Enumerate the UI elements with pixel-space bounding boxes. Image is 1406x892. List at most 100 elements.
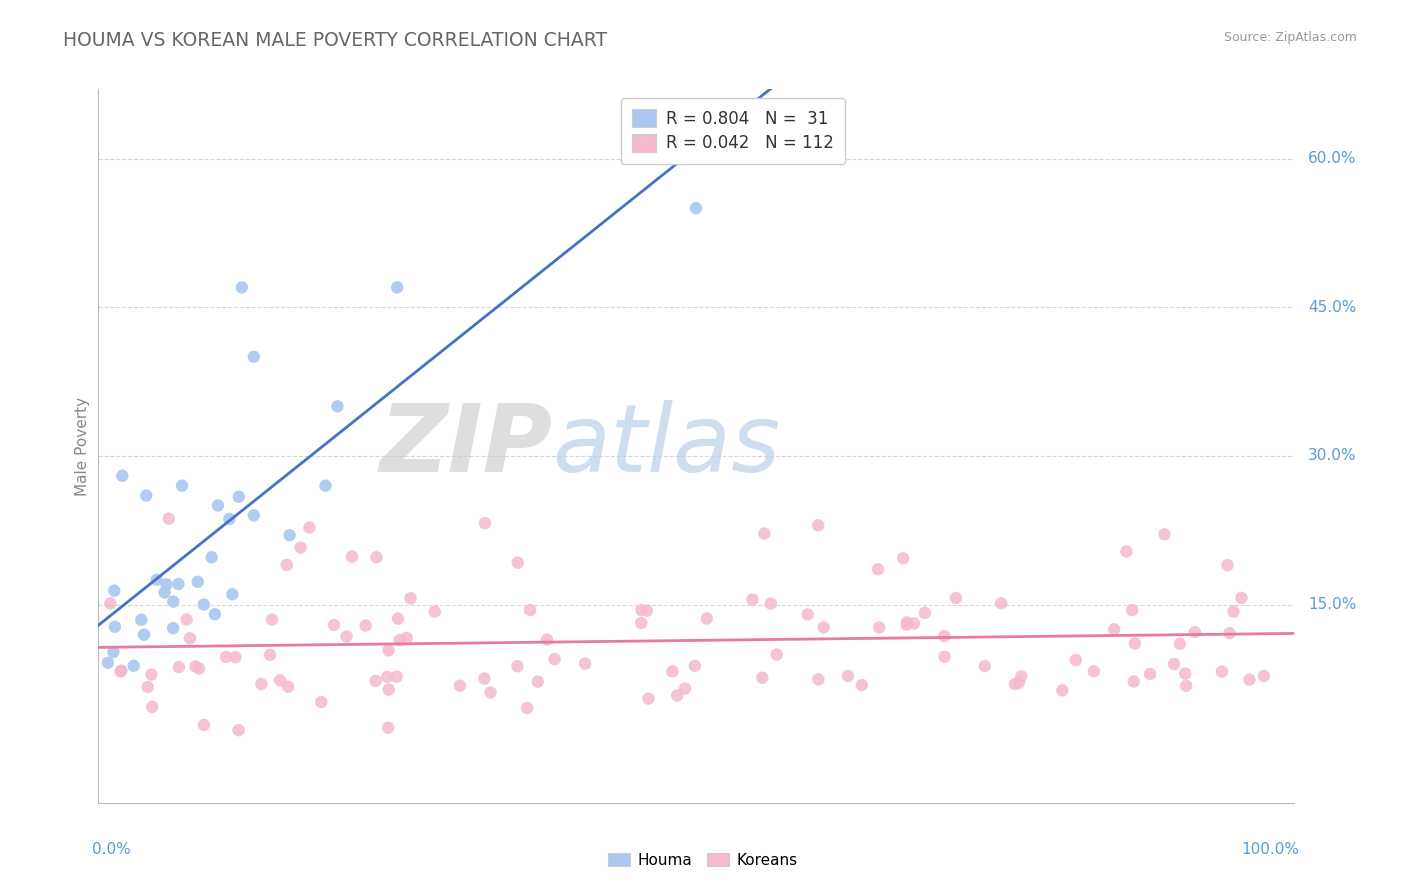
Point xyxy=(1004,677,1026,691)
Text: 45.0%: 45.0% xyxy=(1308,300,1357,315)
Point xyxy=(945,591,967,605)
Point xyxy=(385,280,409,294)
Point xyxy=(122,658,145,673)
Point xyxy=(506,659,529,673)
Point xyxy=(1115,544,1137,558)
Text: 30.0%: 30.0% xyxy=(1308,449,1357,464)
Point xyxy=(193,598,215,612)
Point xyxy=(136,680,159,694)
Point xyxy=(474,672,496,686)
Point xyxy=(153,585,176,599)
Point xyxy=(184,659,207,673)
Point xyxy=(807,518,830,533)
Point xyxy=(1184,625,1206,640)
Text: atlas: atlas xyxy=(553,401,780,491)
Point xyxy=(506,556,529,570)
Point xyxy=(187,574,209,589)
Point xyxy=(145,573,167,587)
Point xyxy=(298,520,321,534)
Point xyxy=(167,660,190,674)
Point xyxy=(1216,558,1239,573)
Point xyxy=(519,603,541,617)
Point xyxy=(354,618,377,632)
Point xyxy=(1175,679,1198,693)
Point xyxy=(866,562,889,576)
Text: 60.0%: 60.0% xyxy=(1308,151,1357,166)
Point xyxy=(172,478,194,492)
Point xyxy=(673,681,696,696)
Point xyxy=(141,699,163,714)
Point xyxy=(110,664,132,678)
Point xyxy=(536,632,558,647)
Point xyxy=(1139,667,1161,681)
Point xyxy=(385,670,408,684)
Text: 100.0%: 100.0% xyxy=(1241,842,1299,857)
Point xyxy=(311,695,333,709)
Point xyxy=(228,723,250,738)
Point xyxy=(377,682,399,697)
Point xyxy=(516,701,538,715)
Point xyxy=(157,511,180,525)
Point xyxy=(215,649,238,664)
Point xyxy=(1168,637,1191,651)
Point xyxy=(323,618,346,632)
Point xyxy=(388,633,411,648)
Point xyxy=(751,671,773,685)
Point xyxy=(903,616,925,631)
Text: HOUMA VS KOREAN MALE POVERTY CORRELATION CHART: HOUMA VS KOREAN MALE POVERTY CORRELATION… xyxy=(63,31,607,50)
Point xyxy=(218,512,240,526)
Point xyxy=(200,550,222,565)
Point xyxy=(155,577,177,591)
Point xyxy=(1211,665,1233,679)
Point xyxy=(851,678,873,692)
Point xyxy=(1163,657,1185,671)
Point xyxy=(162,594,184,608)
Point xyxy=(1064,653,1087,667)
Point xyxy=(765,648,787,662)
Point xyxy=(683,658,706,673)
Point xyxy=(1010,669,1032,683)
Point xyxy=(179,632,201,646)
Point xyxy=(315,478,337,492)
Point xyxy=(1230,591,1253,605)
Point xyxy=(741,592,763,607)
Point xyxy=(1123,636,1146,650)
Point xyxy=(990,596,1012,610)
Point xyxy=(103,645,125,659)
Point xyxy=(896,617,918,632)
Point xyxy=(193,718,215,732)
Point xyxy=(97,656,120,670)
Point xyxy=(162,621,184,635)
Point xyxy=(290,541,312,555)
Point xyxy=(188,662,211,676)
Point xyxy=(837,669,859,683)
Point xyxy=(250,677,273,691)
Point xyxy=(364,673,387,688)
Point xyxy=(103,583,125,598)
Y-axis label: Male Poverty: Male Poverty xyxy=(75,396,90,496)
Point xyxy=(278,528,301,542)
Point xyxy=(1008,676,1031,690)
Point xyxy=(1153,527,1175,541)
Point xyxy=(204,607,226,622)
Point xyxy=(260,613,283,627)
Point xyxy=(973,659,995,673)
Point xyxy=(1174,666,1197,681)
Point xyxy=(796,607,818,622)
Point xyxy=(243,508,266,523)
Point xyxy=(1083,665,1105,679)
Point xyxy=(543,652,565,666)
Point xyxy=(934,629,956,643)
Point xyxy=(375,670,398,684)
Point xyxy=(479,685,502,699)
Point xyxy=(1102,623,1125,637)
Point xyxy=(141,667,163,681)
Point xyxy=(891,551,914,566)
Point xyxy=(1253,669,1275,683)
Point xyxy=(754,526,776,541)
Point xyxy=(813,620,835,634)
Point xyxy=(685,201,707,215)
Point xyxy=(1222,605,1244,619)
Point xyxy=(449,679,471,693)
Point xyxy=(387,612,409,626)
